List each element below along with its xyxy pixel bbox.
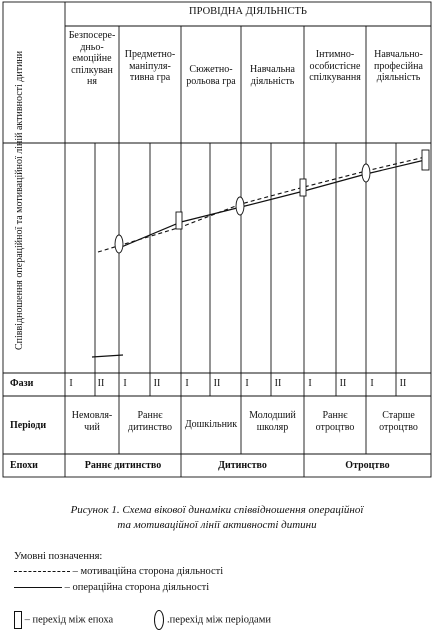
phase-label: II: [153, 378, 161, 389]
epoch-0: Раннє дитинство: [84, 460, 162, 471]
legend-title: Умовні позначення:: [14, 551, 103, 562]
epoch-transition-marker: [421, 149, 430, 171]
phase-label: I: [370, 378, 374, 389]
activity-3: Навчальна діяльність: [250, 64, 295, 87]
header-title: ПРОВІДНА ДІЯЛЬНІСТЬ: [189, 6, 307, 17]
phase-label: I: [69, 378, 73, 389]
legend-motivational-text: – мотиваційна сторона діяльності: [72, 566, 224, 577]
period-1: Раннє дитинство: [128, 410, 172, 433]
rectangle-marker-icon: [14, 611, 22, 629]
solid-line-swatch: [14, 587, 62, 589]
period-3: Молодший школяр: [249, 410, 296, 433]
epoch-transition-marker: [299, 178, 307, 197]
oval-marker-icon: [154, 610, 165, 630]
period-transition-marker: [235, 196, 245, 216]
phases-label: Фази: [10, 378, 34, 389]
operational-line-start: [91, 354, 124, 358]
epoch-2: Отроцтво: [345, 460, 390, 471]
activity-0: Безпосере- дньо- емоційне спілкуван ня: [68, 30, 116, 87]
period-transition-marker: [361, 163, 371, 183]
phase-label: II: [97, 378, 105, 389]
diagram-grid: [2, 1, 432, 478]
legend-operational: – операційна сторона діяльності: [14, 582, 209, 593]
phase-label: I: [308, 378, 312, 389]
period-transition-marker: [114, 234, 124, 254]
phase-label: II: [213, 378, 221, 389]
legend-period-transition-text: .перехід між періодами: [167, 614, 271, 626]
legend-motivational: – мотиваційна сторона діяльності: [14, 566, 223, 577]
phase-label: II: [339, 378, 347, 389]
dashed-line-swatch: [14, 571, 70, 573]
phase-label: I: [245, 378, 249, 389]
operational-line: [118, 159, 426, 249]
period-5: Старше отроцтво: [379, 410, 418, 433]
period-0: Немовля- чий: [71, 410, 113, 433]
epochs-label: Епохи: [10, 460, 38, 471]
periods-label: Періоди: [10, 420, 47, 431]
phase-label: II: [399, 378, 407, 389]
phase-label: I: [185, 378, 189, 389]
activity-5: Навчально- професійна діяльність: [374, 49, 423, 83]
legend-operational-text: – операційна сторона діяльності: [64, 582, 210, 593]
activity-2: Сюжетно- рольова гра: [186, 64, 236, 87]
activity-4: Інтимно- особистісне спілкування: [309, 49, 361, 83]
age-dynamics-diagram: ПРОВІДНА ДІЯЛЬНІСТЬ Безпосере- дньо- емо…: [2, 1, 432, 478]
legend-epoch-transition-text: – перехід між епоха: [24, 614, 114, 626]
motivational-line: [97, 156, 426, 253]
period-4: Раннє отроцтво: [315, 410, 355, 433]
epoch-1: Дитинство: [218, 460, 267, 471]
period-2: Дошкільник: [184, 419, 238, 430]
phase-label: II: [274, 378, 282, 389]
figure-caption: Рисунок 1. Схема вікової динаміки співві…: [70, 504, 364, 531]
phase-label: I: [123, 378, 127, 389]
legend-transitions: – перехід між епоха .перехід між періода…: [14, 610, 271, 630]
axis-label: Співвідношення операційної та мотиваційн…: [14, 50, 25, 350]
activity-1: Предметно- маніпуля- тивна гра: [124, 49, 176, 83]
epoch-transition-marker: [175, 211, 183, 230]
